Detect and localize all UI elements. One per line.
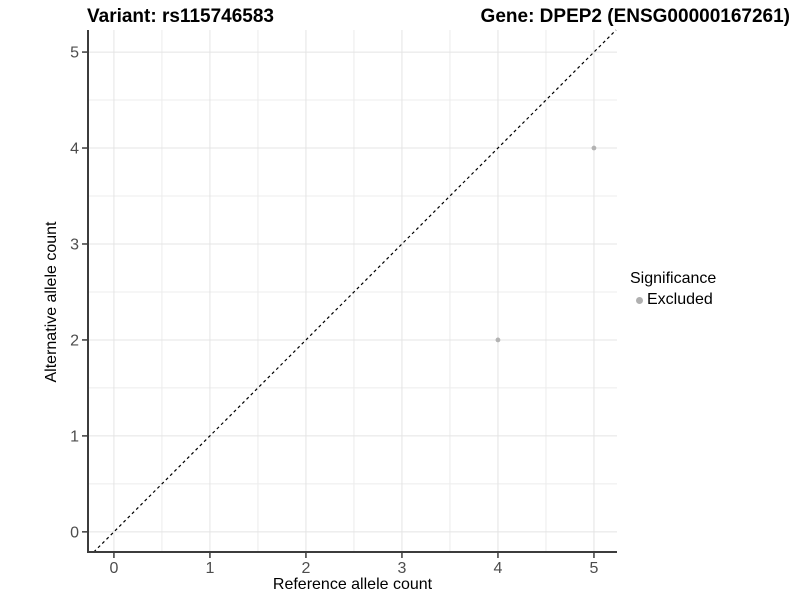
gene-title: Gene: DPEP2 (ENSG00000167261): [480, 6, 790, 27]
x-axis-title: Reference allele count: [272, 576, 433, 593]
legend-item-excluded: Excluded: [636, 291, 716, 309]
x-tick-label: 2: [301, 560, 310, 577]
y-tick-label: 2: [70, 332, 79, 349]
y-tick-label: 3: [70, 236, 79, 253]
legend-title: Significance: [630, 270, 717, 287]
data-point: [495, 337, 501, 343]
y-tick-label: 0: [70, 524, 79, 541]
legend: Significance Excluded: [630, 270, 716, 309]
data-point: [591, 145, 597, 151]
x-tick-label: 5: [590, 560, 599, 577]
x-tick-label: 1: [205, 560, 214, 577]
variant-title: Variant: rs115746583: [87, 6, 274, 27]
x-tick-label: 3: [397, 560, 406, 577]
y-tick-label: 4: [70, 141, 79, 158]
x-tick-label: 4: [493, 560, 502, 577]
x-tick-label: 0: [109, 560, 118, 577]
legend-item-label: Excluded: [647, 291, 713, 308]
y-tick-label: 1: [70, 428, 79, 445]
y-axis-title: Alternative allele count: [43, 221, 60, 383]
identity-line: [93, 29, 617, 553]
excluded-point-icon: [636, 296, 643, 304]
y-tick-label: 5: [70, 45, 79, 62]
